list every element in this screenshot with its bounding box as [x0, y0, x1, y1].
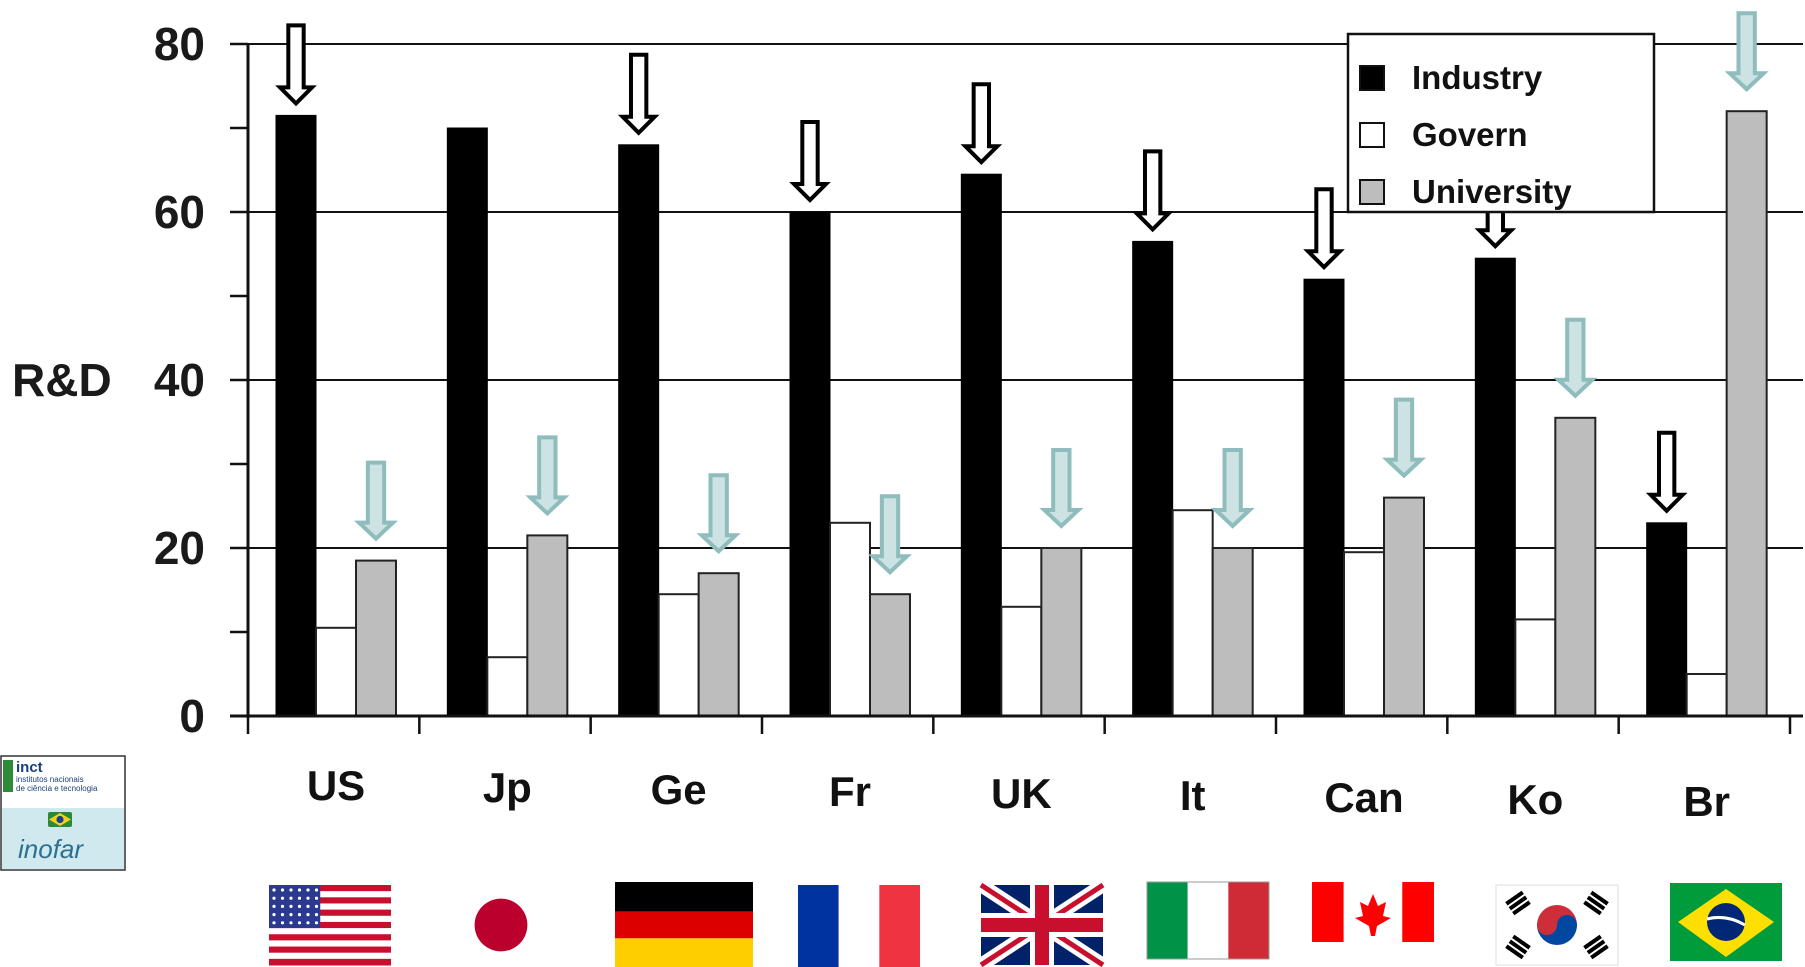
- x-category-label: Br: [1683, 778, 1730, 825]
- brazil-flag-icon: [1670, 883, 1782, 961]
- bar-industry-can: [1303, 278, 1345, 717]
- industry-arrow-icon: [1131, 149, 1174, 233]
- x-category-label: Ko: [1507, 776, 1563, 823]
- x-category-label: Can: [1324, 774, 1403, 821]
- uk-flag-icon: [977, 879, 1107, 967]
- bar-industry-br: [1646, 522, 1688, 717]
- germany-flag-icon: [615, 882, 753, 967]
- university-arrow-icon: [1210, 448, 1255, 529]
- logo-line2: de ciência e tecnologia: [16, 784, 98, 793]
- bar-university-it: [1211, 547, 1254, 717]
- legend-label: Govern: [1412, 116, 1528, 153]
- bar-industry-fr: [789, 211, 831, 717]
- legend-swatch: [1359, 122, 1385, 148]
- industry-arrow-icon: [1645, 430, 1688, 514]
- university-arrow-icon: [1381, 397, 1427, 479]
- industry-arrow-icon: [960, 82, 1003, 166]
- x-category-label: It: [1180, 772, 1206, 819]
- italy-flag-icon: [1146, 881, 1270, 960]
- bar-industry-uk: [960, 173, 1002, 717]
- x-category-label: Jp: [483, 764, 532, 811]
- bar-university-uk: [1040, 547, 1083, 717]
- japan-flag-icon: [440, 885, 562, 965]
- bar-govern-ko: [1514, 618, 1557, 718]
- industry-arrow-icon: [1303, 187, 1345, 271]
- x-category-label: UK: [991, 770, 1052, 817]
- industry-arrow-icon: [789, 120, 831, 203]
- bar-industry-ge: [618, 144, 660, 717]
- industry-arrow-icon: [275, 23, 317, 107]
- x-category-label: Fr: [829, 768, 871, 815]
- industry-arrow-icon: [617, 52, 660, 136]
- bars-group: [275, 110, 1768, 718]
- university-arrow-icon: [1553, 317, 1598, 399]
- bar-industry-jp: [446, 127, 488, 717]
- legend-swatch: [1359, 179, 1385, 205]
- bar-industry-ko: [1474, 257, 1516, 717]
- bar-university-can: [1383, 496, 1425, 717]
- university-arrow-icon: [353, 460, 399, 542]
- bar-govern-can: [1343, 551, 1385, 718]
- university-arrow-icon: [525, 435, 570, 517]
- brazil-mini-flag-icon: [48, 812, 72, 827]
- bar-govern-ge: [657, 593, 700, 718]
- us-flag-icon: [269, 885, 391, 966]
- bar-university-fr: [869, 593, 911, 718]
- bar-university-br: [1725, 110, 1768, 717]
- university-arrow-icon: [1724, 11, 1769, 92]
- inct-logo: inct institutos nacionais de ciência e t…: [0, 755, 126, 871]
- bar-govern-jp: [486, 656, 529, 718]
- y-tick-label: 20: [154, 522, 205, 574]
- y-tick-label: 80: [154, 18, 205, 70]
- logo-script: inofar: [18, 834, 84, 864]
- logo-name: inct: [16, 759, 43, 776]
- korea-flag-icon: [1495, 884, 1619, 966]
- legend: Industry Govern University: [1346, 32, 1656, 214]
- y-tick-label: 40: [154, 354, 205, 406]
- y-axis-label: R&D: [12, 354, 112, 406]
- bar-govern-br: [1685, 673, 1728, 717]
- flags-row: [269, 879, 1782, 967]
- university-arrow-icon: [1039, 448, 1084, 529]
- bar-industry-it: [1132, 240, 1174, 717]
- y-tick-label: 0: [179, 690, 205, 742]
- logo-line1: institutos nacionais: [16, 775, 84, 784]
- x-category-label: US: [307, 762, 365, 809]
- bar-university-ge: [697, 572, 740, 718]
- bar-govern-uk: [1000, 605, 1043, 717]
- x-category-label: Ge: [651, 766, 707, 813]
- legend-swatch: [1359, 65, 1385, 91]
- y-tick-label: 60: [154, 186, 205, 238]
- bar-industry-us: [275, 114, 317, 717]
- bar-govern-fr: [829, 521, 871, 717]
- france-flag-icon: [798, 885, 920, 967]
- bar-govern-it: [1171, 509, 1214, 718]
- canada-flag-icon: [1312, 882, 1434, 942]
- university-arrow-icon: [867, 494, 913, 575]
- bar-university-ko: [1554, 416, 1597, 717]
- axes: 0 20 40 60 80 R&D US Jp Ge Fr UK It Can Ko Br: [12, 18, 1803, 825]
- legend-label: University: [1412, 173, 1572, 210]
- legend-label: Industry: [1412, 59, 1543, 96]
- bar-university-us: [355, 559, 397, 717]
- university-arrow-icon: [696, 473, 741, 554]
- legend-box: [1346, 32, 1656, 214]
- bar-university-jp: [526, 534, 569, 718]
- bar-govern-us: [315, 626, 357, 717]
